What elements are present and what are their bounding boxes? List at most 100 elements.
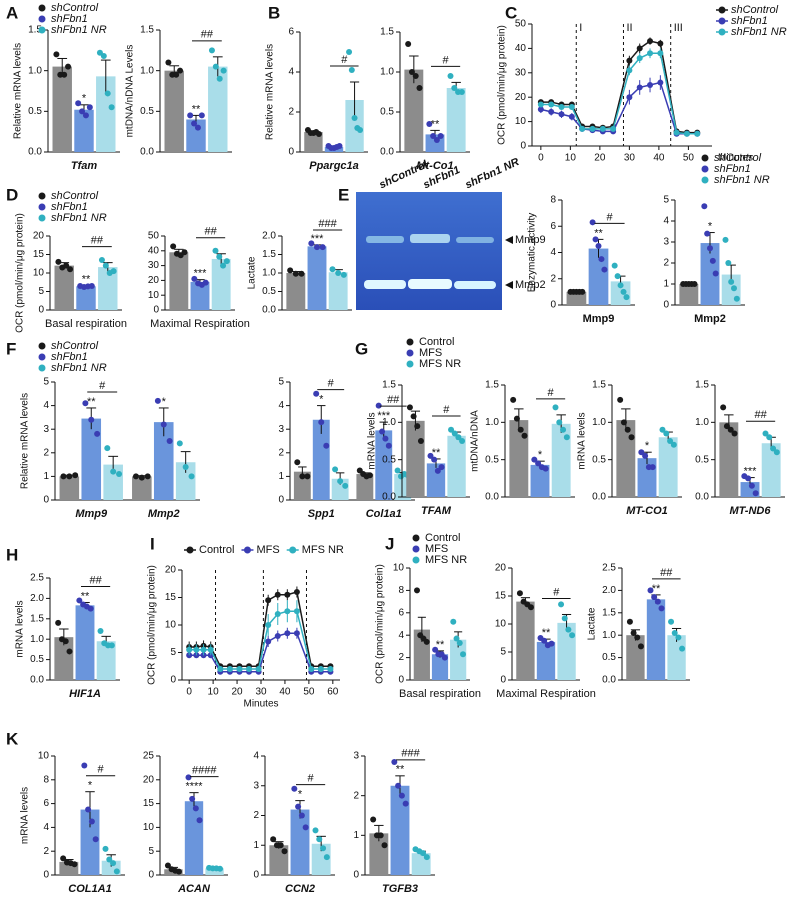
data-point — [638, 449, 645, 456]
data-point — [293, 589, 300, 595]
y-tick-label: 0.0 — [28, 147, 42, 158]
y-axis-label: mtDNA/nDNA Levels — [125, 45, 136, 138]
y-tick-label: 1.0 — [602, 630, 616, 641]
data-point — [626, 67, 633, 74]
x-tick-label: 40 — [279, 687, 291, 698]
significance-label: ** — [436, 639, 445, 651]
data-point — [745, 475, 752, 482]
data-point — [351, 115, 358, 121]
significance-label: ** — [432, 447, 441, 459]
x-tick-label: TFAM — [421, 505, 452, 517]
bar — [175, 462, 196, 500]
data-point — [104, 445, 111, 452]
data-point — [762, 430, 769, 437]
y-tick-label: 2 — [288, 107, 294, 118]
y-tick-label: 0 — [38, 305, 44, 316]
gel-lane-label: shFbn1 NR — [463, 156, 521, 191]
panel-letter: C — [505, 3, 517, 22]
data-point — [592, 236, 599, 243]
data-point — [626, 618, 633, 625]
bracket-label: #### — [192, 765, 217, 777]
y-tick-label: 2.0 — [30, 593, 44, 604]
data-point — [647, 82, 654, 88]
data-point — [53, 51, 60, 58]
legend-label: shFbn1 NR — [51, 362, 107, 374]
y-tick-label: 5 — [663, 195, 669, 206]
data-point — [453, 635, 460, 642]
bar — [80, 809, 100, 875]
bar — [761, 443, 781, 497]
y-tick-label: 20 — [33, 231, 45, 242]
data-point — [405, 41, 412, 47]
data-point — [675, 634, 682, 641]
y-axis-label: Lactate — [587, 607, 598, 640]
legend-marker — [406, 349, 414, 357]
data-point — [766, 434, 773, 441]
data-point — [226, 666, 233, 672]
y-tick-label: 6 — [43, 798, 49, 809]
x-tick-label: Col1a1 — [366, 508, 402, 520]
x-tick-label: Basal respiration — [399, 688, 481, 700]
bracket-label: ## — [204, 226, 217, 238]
legend-label: shFbn1 NR — [51, 24, 107, 36]
y-tick-label: 6 — [398, 607, 404, 618]
y-tick-label: 15 — [495, 591, 507, 602]
data-point — [329, 266, 336, 273]
x-tick-label: HIF1A — [69, 688, 101, 700]
data-point — [72, 472, 79, 479]
y-tick-label: 0.5 — [592, 454, 606, 465]
gel-band-shape — [366, 236, 404, 243]
data-point — [277, 842, 284, 849]
y-tick-label: 2 — [398, 652, 404, 663]
data-point — [110, 268, 117, 275]
data-point — [284, 608, 291, 615]
data-point — [558, 111, 565, 118]
data-point — [192, 805, 199, 812]
data-point — [649, 464, 656, 471]
y-tick-label: 1.5 — [30, 613, 44, 624]
y-axis-label: Relative mRNA levels — [265, 44, 276, 140]
data-point — [441, 654, 448, 661]
bracket-label: # — [308, 773, 315, 785]
data-point — [304, 473, 311, 480]
bar — [431, 654, 449, 680]
y-tick-label: 1.0 — [485, 417, 499, 428]
bar — [312, 419, 330, 500]
legend-marker — [412, 556, 420, 564]
y-tick-label: 2.5 — [602, 563, 616, 574]
series-line — [189, 591, 331, 667]
bar — [164, 70, 184, 152]
data-point — [450, 618, 457, 625]
bar — [290, 809, 310, 875]
phase-label: III — [674, 22, 683, 34]
x-tick-label: Ppargc1a — [309, 160, 359, 172]
y-tick-label: 2 — [43, 447, 49, 458]
y-tick-label: 2.0 — [262, 231, 276, 242]
bar — [169, 252, 189, 310]
data-point — [654, 598, 661, 605]
data-point — [94, 430, 101, 437]
y-tick-label: 0 — [43, 870, 49, 881]
y-tick-label: 4 — [43, 822, 49, 833]
y-tick-label: 1.5 — [382, 380, 396, 391]
data-point — [521, 432, 528, 439]
data-point — [335, 270, 342, 276]
legend-marker — [701, 165, 709, 173]
data-point — [255, 666, 262, 672]
y-axis-label: Lactate — [247, 256, 258, 289]
data-point — [323, 854, 330, 861]
data-point — [370, 816, 377, 823]
data-point — [274, 611, 281, 617]
y-tick-label: 4 — [288, 67, 294, 78]
gel-image — [356, 192, 502, 310]
data-point — [346, 49, 353, 55]
y-tick-label: 0 — [550, 300, 556, 311]
data-point — [160, 421, 167, 428]
data-point — [170, 243, 177, 250]
data-point — [320, 845, 327, 852]
data-point — [611, 262, 618, 269]
y-tick-label: 5 — [38, 286, 44, 297]
legend-marker — [718, 17, 726, 25]
bar — [205, 868, 224, 875]
y-axis-label: mRNA levels — [15, 600, 26, 657]
